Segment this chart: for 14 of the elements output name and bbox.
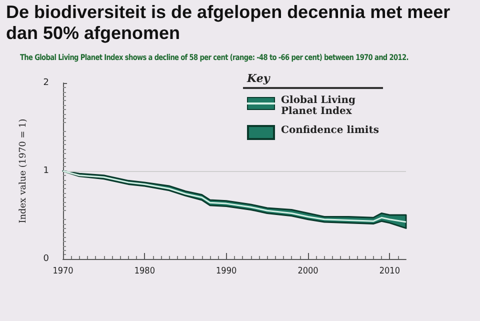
x-tick-label: 2010 <box>379 266 400 276</box>
y-tick-label: 2 <box>43 78 49 88</box>
y-axis-title: Index value (1970 = 1) <box>18 118 28 224</box>
chart-title: De biodiversiteit is de afgelopen decennia met meer dan 50% afgenomen <box>6 2 452 44</box>
x-tick-label: 1990 <box>216 266 237 276</box>
x-tick-label: 1970 <box>52 266 74 276</box>
legend-title: Key <box>247 72 272 85</box>
x-tick-label: 1980 <box>134 266 155 276</box>
x-tick-label: 2000 <box>298 266 318 276</box>
y-tick-label: 1 <box>43 166 49 176</box>
y-tick-label: 0 <box>43 254 50 264</box>
annotation: Confidence limits <box>281 124 380 136</box>
chart-subtitle: The Global Living Planet Index shows a decline of 58 per cent (range: -48 to -66 per cent) between 1970 and 2012. <box>20 53 408 62</box>
legend-label: Global Living Planet Index <box>281 94 356 116</box>
